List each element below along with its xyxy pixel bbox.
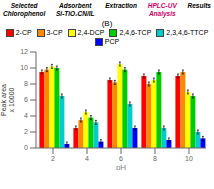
html-text:(B): (B): [101, 19, 113, 28]
html-text:Analysis: Analysis: [148, 9, 176, 17]
html-text:2-CP: 2-CP: [15, 29, 32, 36]
html-text:Selected: Selected: [10, 2, 38, 9]
svg-text:2: 2: [24, 128, 28, 135]
svg-text:pH: pH: [116, 163, 126, 170]
svg-text:4: 4: [24, 112, 28, 119]
html-text:2,4,6-TCP: 2,4,6-TCP: [119, 29, 152, 36]
svg-text:Peak areax 10000: Peak areax 10000: [8, 84, 15, 116]
svg-text:10: 10: [185, 155, 193, 162]
svg-text:8: 8: [24, 80, 28, 87]
html-text:3-CP: 3-CP: [46, 29, 63, 36]
svg-text:8: 8: [153, 155, 157, 162]
html-text:2,4-DCP: 2,4-DCP: [77, 29, 105, 36]
html-text:2,3,4,6-TTCP: 2,3,4,6-TTCP: [166, 29, 209, 36]
svg-text:6: 6: [24, 96, 28, 103]
svg-text:12: 12: [20, 48, 28, 55]
html-text:HPLC-UV: HPLC-UV: [147, 2, 177, 9]
html-text:Results: Results: [187, 2, 211, 9]
html-text:Extraction: Extraction: [105, 2, 138, 9]
svg-text:4: 4: [85, 155, 89, 162]
svg-text:2: 2: [51, 155, 55, 162]
svg-text:6: 6: [119, 155, 123, 162]
html-text:PCP: PCP: [104, 38, 120, 45]
svg-text:0: 0: [24, 144, 28, 151]
html-text:Si-TiO₂CN/IL: Si-TiO₂CN/IL: [56, 9, 95, 17]
html-text:Adsorbent: Adsorbent: [59, 2, 92, 9]
html-text:Chlorophenol: Chlorophenol: [3, 9, 46, 17]
svg-text:10: 10: [20, 64, 28, 71]
